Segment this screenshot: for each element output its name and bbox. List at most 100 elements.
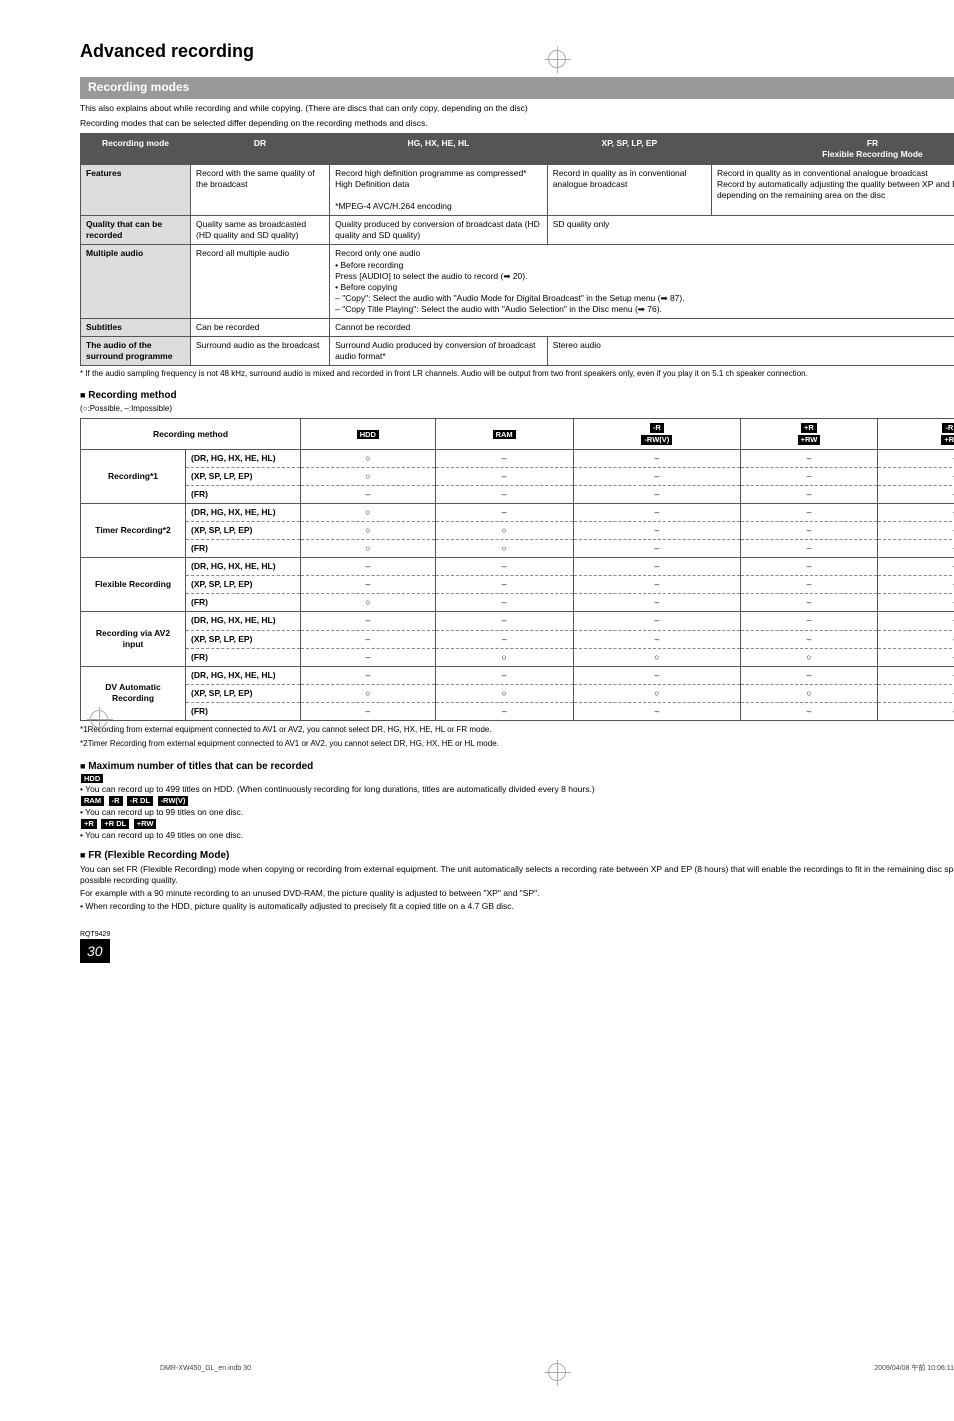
badge-r: -R [109, 796, 123, 806]
badge-prw: +RW [134, 819, 157, 829]
badge-ram: RAM [81, 796, 104, 806]
square-icon: ■ [80, 761, 85, 771]
modes-subtitles-c1: Can be recorded [191, 318, 330, 336]
print-footer-right: 2009/04/08 午前 10:06:11 [874, 1364, 954, 1373]
method-group-label: Recording via AV2 input [81, 612, 186, 666]
method-cell: – [741, 504, 878, 522]
method-cell: – [877, 504, 954, 522]
method-cell: – [877, 594, 954, 612]
method-cell: – [573, 486, 741, 504]
method-cell: – [301, 558, 436, 576]
method-mode-label: (XP, SP, LP, EP) [186, 684, 301, 702]
method-cell: – [301, 630, 436, 648]
method-cell: – [877, 630, 954, 648]
method-cell: ○ [301, 450, 436, 468]
modes-row-multiple: Multiple audio Record all multiple audio… [81, 245, 954, 318]
badge-rwv: -RW(V) [158, 796, 189, 806]
badge-rwv: -RW(V) [641, 435, 672, 445]
method-row: (XP, SP, LP, EP)○○––– [81, 522, 954, 540]
method-cell: – [301, 702, 436, 720]
method-cell: – [877, 612, 954, 630]
modes-features-c2: Record high definition programme as comp… [330, 165, 548, 216]
method-cell: – [301, 486, 436, 504]
method-cell: – [573, 702, 741, 720]
method-cell: – [741, 540, 878, 558]
method-mode-label: (XP, SP, LP, EP) [186, 522, 301, 540]
method-cell: – [573, 630, 741, 648]
recording-modes-table: Recording mode DR HG, HX, HE, HL XP, SP,… [80, 133, 954, 366]
badge-prdl: +R DL [941, 435, 954, 445]
method-footnote-1: *1Recording from external equipment conn… [80, 725, 954, 735]
method-cell: – [741, 576, 878, 594]
page-title: Advanced recording [80, 40, 954, 63]
method-cell: – [435, 576, 573, 594]
max-titles-title: Maximum number of titles that can be rec… [88, 761, 313, 772]
badge-hdd: HDD [357, 430, 379, 440]
method-mode-label: (DR, HG, HX, HE, HL) [186, 450, 301, 468]
page-footer: RQT9429 30 [80, 930, 954, 963]
max-titles-badges-hdd: HDD [80, 773, 954, 785]
modes-multiple-c234: Record only one audio • Before recording… [330, 245, 954, 318]
modes-label-features: Features [81, 165, 191, 216]
max-titles-p2: • You can record up to 99 titles on one … [80, 807, 954, 818]
method-cell: – [877, 558, 954, 576]
method-cell: – [435, 630, 573, 648]
method-row: Flexible Recording(DR, HG, HX, HE, HL)––… [81, 558, 954, 576]
square-icon: ■ [80, 390, 85, 400]
badge-pr: +R [81, 819, 97, 829]
method-cell: – [741, 450, 878, 468]
method-cell: – [435, 702, 573, 720]
method-row: (FR)–○○○– [81, 648, 954, 666]
intro-line-1: This also explains about while recording… [80, 103, 954, 114]
method-cell: – [877, 684, 954, 702]
modes-header-hg: HG, HX, HE, HL [330, 134, 548, 165]
method-cell: – [877, 468, 954, 486]
method-cell: – [741, 666, 878, 684]
square-icon: ■ [80, 850, 85, 860]
method-cell: – [301, 612, 436, 630]
method-row: (XP, SP, LP, EP)––––– [81, 576, 954, 594]
modes-features-c1: Record with the same quality of the broa… [191, 165, 330, 216]
max-titles-badges-plus: +R +R DL +RW [80, 818, 954, 830]
method-header-label: Recording method [81, 419, 301, 450]
method-cell: ○ [435, 540, 573, 558]
badge-ram: RAM [493, 430, 516, 440]
method-cell: ○ [301, 504, 436, 522]
badge-prdl: +R DL [101, 819, 129, 829]
method-cell: – [877, 648, 954, 666]
modes-features-c3: Record in quality as in conventional ana… [547, 165, 711, 216]
modes-label-subtitles: Subtitles [81, 318, 191, 336]
fr-mode-heading: ■ FR (Flexible Recording Mode) [80, 849, 954, 862]
recording-method-title: Recording method [88, 390, 176, 401]
method-header-pr: +R +RW [741, 419, 878, 450]
method-cell: – [877, 702, 954, 720]
method-header-row: Recording method HDD RAM -R -RW(V) +R +R… [81, 419, 954, 450]
badge-r: -R [650, 423, 664, 433]
method-row: Recording via AV2 input(DR, HG, HX, HE, … [81, 612, 954, 630]
method-cell: – [573, 594, 741, 612]
page-container: Advanced recording Recording modes This … [80, 40, 954, 1391]
modes-footnote: * If the audio sampling frequency is not… [80, 369, 954, 379]
max-titles-badges-dvd: RAM -R -R DL -RW(V) [80, 795, 954, 807]
method-row: DV Automatic Recording(DR, HG, HX, HE, H… [81, 666, 954, 684]
method-cell: – [573, 666, 741, 684]
page-number: 30 [80, 939, 110, 963]
method-cell: ○ [301, 684, 436, 702]
method-cell: – [877, 486, 954, 504]
method-cell: – [877, 450, 954, 468]
method-cell: – [301, 648, 436, 666]
method-cell: – [741, 630, 878, 648]
method-mode-label: (FR) [186, 486, 301, 504]
method-cell: – [741, 468, 878, 486]
modes-row-subtitles: Subtitles Can be recorded Cannot be reco… [81, 318, 954, 336]
modes-row-audio: The audio of the surround programme Surr… [81, 336, 954, 365]
method-cell: ○ [301, 468, 436, 486]
modes-features-c4: Record in quality as in conventional ana… [711, 165, 954, 216]
method-cell: – [877, 522, 954, 540]
method-mode-label: (DR, HG, HX, HE, HL) [186, 612, 301, 630]
max-titles-heading: ■ Maximum number of titles that can be r… [80, 760, 954, 773]
recording-method-table: Recording method HDD RAM -R -RW(V) +R +R… [80, 418, 954, 720]
section-heading-bar: Recording modes [80, 77, 954, 99]
print-footer-left: DMR-XW450_GL_en.indb 30 [160, 1364, 251, 1373]
badge-rdl: -R DL [127, 796, 153, 806]
